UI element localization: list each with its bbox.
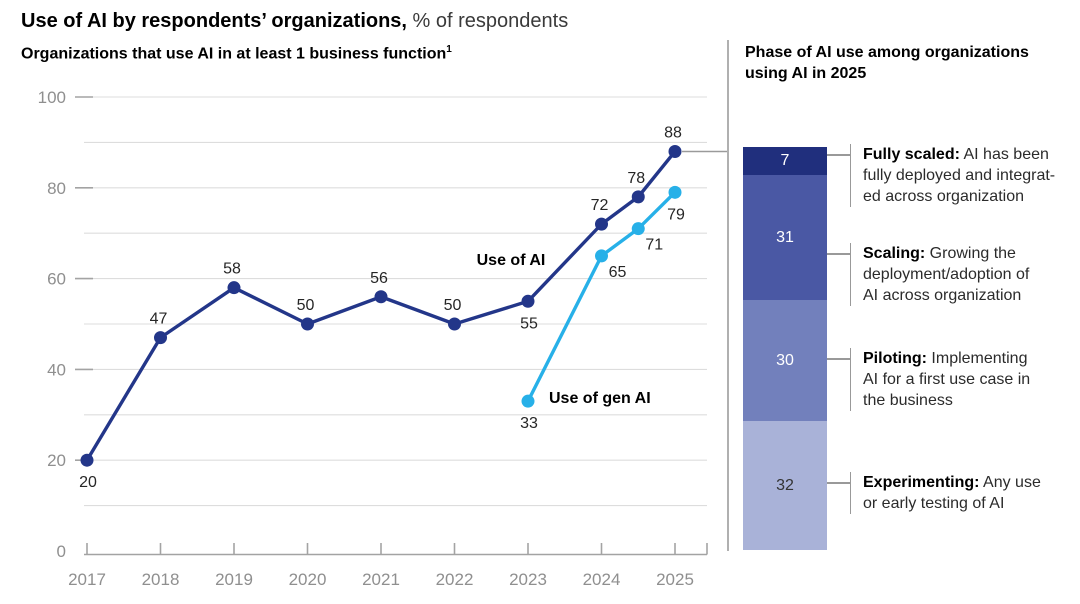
page-title: Use of AI by respondents’ organizations,… <box>21 10 568 33</box>
x-axis-label: 2019 <box>215 570 253 589</box>
bar-segment-scaling: 31 <box>743 175 827 300</box>
right-panel-title: Phase of AI use among organizations usin… <box>745 44 1029 82</box>
left-chart-subtitle-text: Organizations that use AI in at least 1 … <box>21 45 447 63</box>
series-label: Use of AI <box>477 252 546 269</box>
panel-divider <box>727 40 729 551</box>
use-of-ai-point <box>595 217 608 231</box>
bar-segment-fully-scaled: 7 <box>743 147 827 175</box>
x-axis-label: 2020 <box>289 570 327 589</box>
data-point-label: 65 <box>609 264 627 281</box>
footnote-marker: 1 <box>446 44 452 55</box>
data-point-label: 55 <box>520 315 538 332</box>
data-point-label: 50 <box>444 297 462 314</box>
use-of-ai-point <box>80 453 94 467</box>
use-of-ai-line <box>85 149 677 462</box>
data-point-label: 56 <box>370 270 388 287</box>
page-title-unit: % of respondents <box>407 10 569 32</box>
bar-segment-piloting: 30 <box>743 300 827 421</box>
stacked-bar: 7 31 30 32 <box>743 147 827 551</box>
use-of-gen-ai-point <box>668 185 682 199</box>
page-title-bold: Use of AI by respondents’ organizations, <box>21 10 407 32</box>
use-of-ai-point <box>154 331 167 345</box>
use-of-gen-ai-point <box>595 249 608 263</box>
use-of-ai-point <box>301 317 314 331</box>
use-of-ai-point <box>631 190 645 204</box>
use-of-gen-ai-point <box>521 394 535 408</box>
phase-connector-piloting <box>827 358 850 360</box>
x-axis-label: 2017 <box>68 570 106 589</box>
data-point-label: 78 <box>627 170 645 187</box>
data-point-label: 47 <box>150 311 168 328</box>
phase-label-experimenting: Experimenting: Any use or early testing o… <box>850 472 1080 514</box>
phase-connector-fully-scaled <box>827 154 850 156</box>
use-of-ai-point <box>227 281 241 295</box>
x-axis-label: 2024 <box>583 570 621 589</box>
y-axis-label: 40 <box>47 360 66 379</box>
data-point-label: 88 <box>664 124 682 141</box>
bar-segment-value: 7 <box>780 152 790 169</box>
bar-segment-value: 32 <box>776 476 794 494</box>
phase-name: Piloting: <box>863 350 927 367</box>
use-of-ai-point <box>668 144 682 158</box>
y-axis-label: 80 <box>47 179 66 198</box>
x-axis-label: 2018 <box>142 570 180 589</box>
use-of-ai-point <box>521 294 535 308</box>
phase-label-piloting: Piloting: Implementing AI for a first use… <box>850 348 1080 411</box>
x-axis-label: 2021 <box>362 570 400 589</box>
data-point-label: 50 <box>297 297 315 314</box>
phase-connector-experimenting <box>827 482 850 484</box>
use-of-ai-point <box>448 317 461 331</box>
y-axis-label: 100 <box>38 88 66 107</box>
y-axis-label: 0 <box>57 542 66 561</box>
phase-connector-scaling <box>827 253 850 255</box>
left-chart-subtitle: Organizations that use AI in at least 1 … <box>21 44 452 63</box>
series-label: Use of gen AI <box>549 390 651 407</box>
phase-name: Scaling: <box>863 245 926 262</box>
x-axis-label: 2022 <box>436 570 474 589</box>
phase-name: Fully scaled: <box>863 146 960 163</box>
y-axis-label: 60 <box>47 270 66 289</box>
bar-segment-experimenting: 32 <box>743 421 827 550</box>
data-point-label: 33 <box>520 415 538 432</box>
use-of-gen-ai-line <box>526 190 677 403</box>
bar-segment-value: 31 <box>776 228 794 246</box>
use-of-gen-ai-point <box>631 222 645 236</box>
data-point-label: 58 <box>223 261 241 278</box>
bar-segment-value: 30 <box>776 351 794 369</box>
y-axis-label: 20 <box>47 451 66 470</box>
use-of-ai-point <box>374 290 388 304</box>
data-point-label: 20 <box>79 474 97 491</box>
phase-label-fully-scaled: Fully scaled: AI has been fully deployed … <box>850 144 1080 207</box>
phase-label-scaling: Scaling: Growing the deployment/adoption … <box>850 243 1080 306</box>
x-axis-label: 2025 <box>656 570 694 589</box>
data-point-label: 79 <box>667 206 685 223</box>
x-axis-label: 2023 <box>509 570 547 589</box>
data-point-label: 71 <box>645 237 663 254</box>
data-point-label: 72 <box>591 197 609 214</box>
phase-name: Experimenting: <box>863 474 980 491</box>
